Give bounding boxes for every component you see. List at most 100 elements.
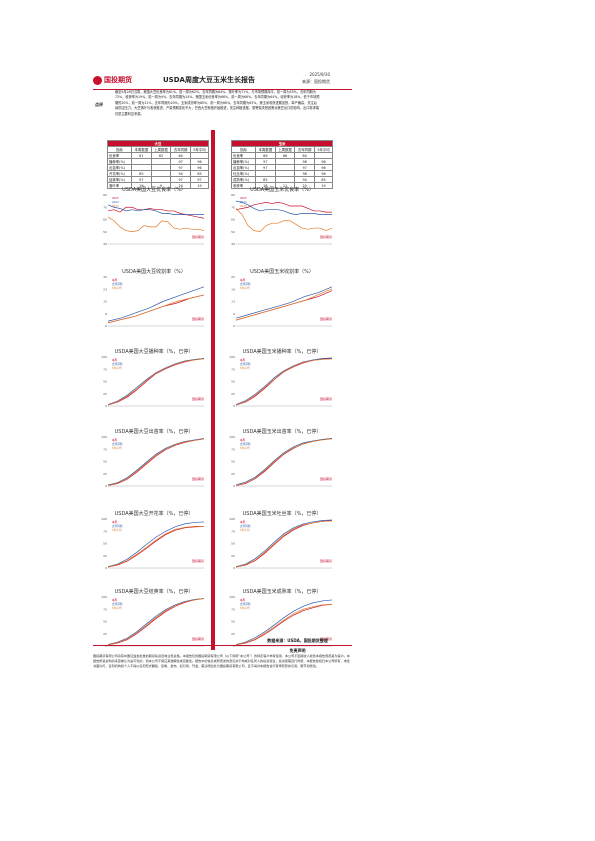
table-header: 5年平均 <box>189 146 210 153</box>
legend-entry: 5年平均 <box>112 286 122 290</box>
y-tick-label: 100 <box>101 435 107 439</box>
y-tick-label: 100 <box>101 355 107 359</box>
y-tick-label: 0 <box>233 644 235 648</box>
y-tick-label: 75 <box>103 367 107 371</box>
series-line <box>107 521 205 567</box>
series-line <box>107 358 205 406</box>
y-tick-label: 60 <box>231 218 235 222</box>
y-tick-label: 100 <box>229 595 235 599</box>
y-tick-label: 50 <box>103 460 107 464</box>
y-tick-label: 0 <box>105 644 107 648</box>
progress-chart: USDA美国大豆结荚率（%，已停） 0 25 50 75 100 本周 去年同期 5年平均 国投期… <box>100 588 208 654</box>
y-tick-label: 50 <box>103 230 107 234</box>
legend-entry: 5年平均 <box>240 446 250 450</box>
corn-table: 玉米 指标 本周数据 上周数据 去年同期 5年平均 优良率 66 66 64 播种率(%) 97 98 9… <box>231 140 334 189</box>
watermark: 国投期货 <box>320 476 332 481</box>
y-tick-label: 15 <box>103 300 107 304</box>
y-tick-label: 100 <box>101 517 107 521</box>
report-title: USDA周度大豆玉米生长报告 <box>163 76 255 84</box>
series-line <box>235 200 332 215</box>
legend-entry: 本周 <box>240 520 246 524</box>
y-tick-label: 40 <box>103 242 107 246</box>
progress-chart: USDA美国大豆播种率（%，已停） 0 25 50 75 100 本周 去年同期 5年平均 国投期… <box>100 348 208 414</box>
header-divider <box>93 89 352 90</box>
chart-title: USDA美国大豆开花率（%，已停） <box>114 511 194 517</box>
series-line <box>235 599 333 645</box>
table-header: 上周数据 <box>274 146 296 153</box>
y-tick-label: 70 <box>231 205 235 209</box>
y-tick-label: 50 <box>103 542 107 546</box>
legend-entry: 5年平均 <box>240 366 250 370</box>
legend-entry: 2025 <box>240 196 247 200</box>
watermark: 国投期货 <box>192 476 204 481</box>
table-row: 优良率 66 66 64 <box>231 152 334 159</box>
table-header: 上周数据 <box>150 146 172 153</box>
report-header: 国投期货 USDA周度大豆玉米生长报告 2025/9/30 来源：国投期货 <box>93 72 352 91</box>
series-line <box>235 519 333 567</box>
legend-entry: 本周 <box>112 278 118 282</box>
watermark: 国投期货 <box>320 636 332 641</box>
y-tick-label: 8 <box>105 312 107 316</box>
report-source: 来源：国投期货 <box>302 79 330 84</box>
row-label: 落叶率 <box>107 182 132 189</box>
summary-label: 点评 <box>95 102 103 107</box>
y-tick-label: 25 <box>231 554 235 558</box>
legend-entry: 本周 <box>240 438 246 442</box>
y-tick-label: 40 <box>231 242 235 246</box>
legend-entry: 去年同期 <box>112 602 123 606</box>
y-tick-label: 50 <box>231 230 235 234</box>
legend-entry: 2024 <box>112 200 119 204</box>
series-line <box>107 438 205 486</box>
chart-title: USDA美国玉米优良率（%） <box>250 187 314 193</box>
progress-chart: USDA美国玉米吐丝率（%，已停） 0 25 50 75 100 本周 去年同期 5年平均 国投期… <box>228 510 336 576</box>
table-row: 结荚率(%) 97 97 97 <box>107 176 210 183</box>
y-tick-label: 75 <box>103 607 107 611</box>
disclaimer-text: 国投期货有限公司具有中国证监会批准的期货投资咨询业务资格。本报告仅供国投期货有限… <box>93 654 350 668</box>
y-tick-label: 75 <box>231 607 235 611</box>
y-tick-label: 50 <box>103 620 107 624</box>
series-line <box>235 357 333 405</box>
disclaimer-title: 免责声明 <box>289 648 306 653</box>
chart-title: USDA美国玉米出苗率（%，已停） <box>242 429 322 435</box>
y-tick-label: 25 <box>103 472 107 476</box>
table-row: 落叶率 19 9 24 19 <box>107 182 210 189</box>
y-tick-label: 0 <box>105 404 107 408</box>
legend-entry: 去年同期 <box>112 282 123 286</box>
legend-entry: 2024 <box>240 200 247 204</box>
legend-entry: 2023 <box>240 204 247 208</box>
legend-entry: 本周 <box>112 438 118 442</box>
y-tick-label: 100 <box>101 595 107 599</box>
watermark: 国投期货 <box>320 558 332 563</box>
progress-chart: USDA美国玉米成熟率（%，已停） 0 25 50 75 100 本周 去年同期 5年平均 国投期… <box>228 588 336 654</box>
y-tick-label: 0 <box>105 484 107 488</box>
legend-entry: 5年平均 <box>112 366 122 370</box>
y-tick-label: 60 <box>103 218 107 222</box>
y-tick-label: 50 <box>231 542 235 546</box>
brand-logo: 国投期货 <box>93 75 145 87</box>
series-line <box>107 438 205 486</box>
legend-entry: 本周 <box>112 520 118 524</box>
legend-entry: 5年平均 <box>112 606 122 610</box>
cell-avg: 19 <box>313 182 334 189</box>
y-tick-label: 80 <box>103 193 107 197</box>
series-line <box>235 438 333 486</box>
y-tick-label: 0 <box>233 566 235 570</box>
legend-entry: 去年同期 <box>240 362 251 366</box>
watermark: 国投期货 <box>192 234 204 239</box>
series-line <box>107 598 205 646</box>
legend-entry: 去年同期 <box>112 524 123 528</box>
y-tick-label: 80 <box>231 193 235 197</box>
series-line <box>235 288 333 321</box>
series-line <box>107 294 205 324</box>
progress-chart: USDA美国大豆出苗率（%，已停） 0 25 50 75 100 本周 去年同期 5年平均 国投期… <box>100 428 208 494</box>
chart-title: USDA美国玉米吐丝率（%，已停） <box>242 511 322 517</box>
series-line <box>235 604 333 646</box>
y-tick-label: 25 <box>231 472 235 476</box>
